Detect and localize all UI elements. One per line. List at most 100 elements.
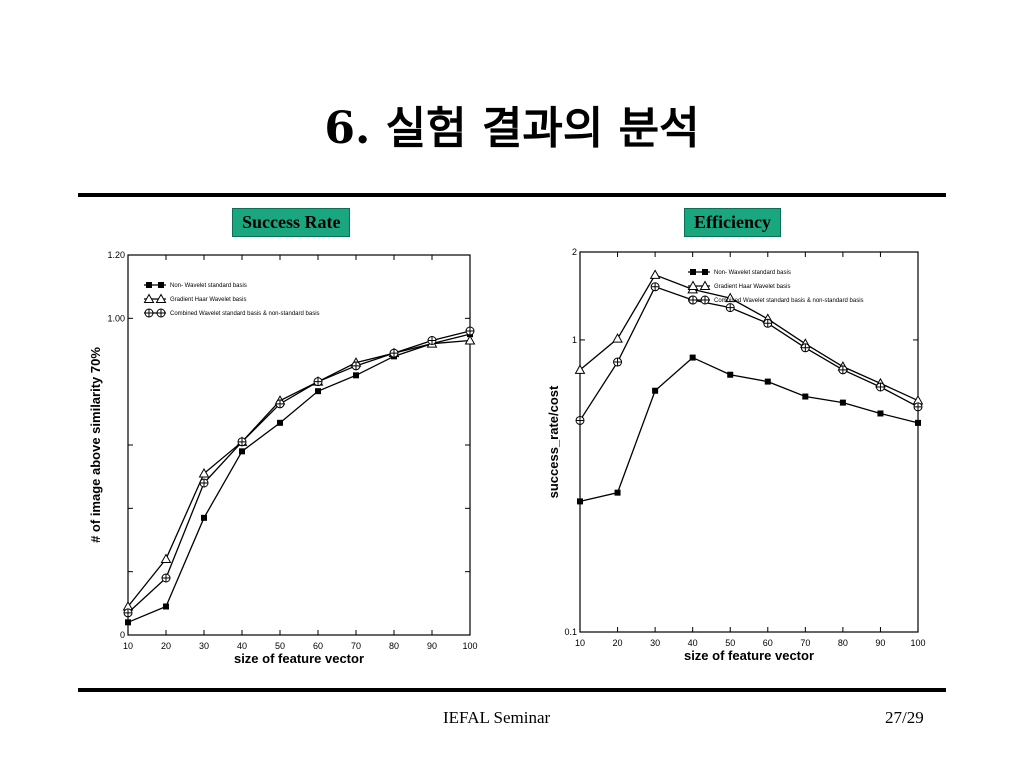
- data-point: [764, 378, 771, 385]
- data-point: [839, 399, 846, 406]
- legend-marker-cross: [145, 309, 153, 317]
- data-point: [802, 393, 809, 400]
- x-tick-label: 20: [613, 638, 623, 648]
- data-point: [198, 467, 210, 478]
- legend: Non- Wavelet standard basis Gradient Haar…: [143, 282, 320, 318]
- data-point: [612, 333, 623, 343]
- data-point: [689, 354, 696, 361]
- data-point-cross: [914, 402, 922, 411]
- data-point-cross: [314, 377, 322, 386]
- legend-marker-cross: [701, 296, 709, 304]
- efficiency-label: Efficiency: [684, 208, 781, 237]
- legend-marker: [690, 269, 696, 275]
- data-point: [649, 269, 661, 279]
- x-tick-label: 60: [313, 641, 323, 651]
- legend-entry: Gradient Haar Wavelet basis: [714, 284, 790, 290]
- bottom-divider: [78, 688, 946, 692]
- data-point: [727, 371, 734, 378]
- series-1: [577, 354, 921, 505]
- data-point-cross: [428, 336, 436, 345]
- series-3: [123, 326, 475, 618]
- data-point: [574, 364, 586, 374]
- footer-seminar: IEFAL Seminar: [443, 708, 551, 727]
- series-2: [574, 269, 924, 405]
- footer-page-number: 27/29: [885, 708, 924, 727]
- data-point: [577, 498, 583, 505]
- series-line: [579, 274, 919, 402]
- data-point: [652, 387, 659, 394]
- legend-entry: Non- Wavelet standard basis: [170, 283, 247, 289]
- data-point-cross: [726, 303, 735, 312]
- data-point: [201, 514, 207, 521]
- top-divider: [78, 193, 946, 197]
- legend-marker-cross: [157, 309, 165, 317]
- data-point: [160, 553, 172, 563]
- legend-marker: [699, 280, 711, 290]
- x-axis-label: size of feature vector: [234, 651, 364, 666]
- data-point-cross: [390, 349, 398, 358]
- data-point: [277, 419, 283, 426]
- x-tick-label: 70: [351, 641, 361, 651]
- data-point: [877, 410, 884, 417]
- data-point-cross: [651, 282, 660, 291]
- x-tick-label: 30: [650, 638, 660, 648]
- data-point-cross: [466, 327, 474, 335]
- data-point: [614, 489, 621, 496]
- x-tick-label: 100: [462, 641, 477, 651]
- data-point-cross: [876, 382, 885, 391]
- data-point: [353, 372, 359, 379]
- data-point-cross: [162, 574, 170, 582]
- data-point-cross: [576, 416, 584, 425]
- legend-marker: [146, 282, 152, 288]
- data-point: [915, 419, 921, 426]
- data-point: [239, 448, 245, 455]
- legend-entry: Combined Wavelet standard basis & non-st…: [170, 311, 320, 317]
- data-point: [163, 603, 169, 610]
- data-point: [315, 388, 321, 395]
- series-line: [579, 286, 919, 421]
- y-tick-label: 0.1: [564, 627, 577, 637]
- x-tick-label: 100: [910, 638, 925, 648]
- legend-marker: [155, 293, 167, 303]
- legend-entry: Combined Wavelet standard basis & non-st…: [714, 298, 864, 304]
- y-tick-label: 1.20: [107, 250, 125, 260]
- data-point-cross: [200, 479, 208, 487]
- legend-marker: [702, 269, 708, 275]
- series-1: [125, 331, 473, 626]
- series-line: [127, 330, 471, 614]
- legend-marker: [143, 293, 155, 303]
- series-line: [579, 356, 919, 503]
- x-tick-label: 90: [427, 641, 437, 651]
- data-point-cross: [276, 399, 284, 408]
- data-point-cross: [238, 437, 246, 446]
- slide-title: 6. 실험 결과의 분석: [324, 103, 700, 154]
- x-tick-label: 50: [275, 641, 285, 651]
- legend-marker-cross: [689, 296, 697, 304]
- series-2: [122, 334, 476, 611]
- y-tick-label: 2: [572, 247, 577, 257]
- data-point: [125, 619, 131, 626]
- series-line: [127, 333, 471, 623]
- x-tick-label: 40: [688, 638, 698, 648]
- y-tick-label: 1: [572, 335, 577, 345]
- legend-entry: Gradient Haar Wavelet basis: [170, 297, 246, 303]
- x-tick-label: 60: [763, 638, 773, 648]
- data-point-cross: [838, 365, 847, 374]
- y-axis-label: # of image above similarity 70%: [88, 347, 103, 543]
- y-tick-label: 1.00: [107, 313, 125, 323]
- legend-entry: Non- Wavelet standard basis: [714, 270, 791, 276]
- series-3: [575, 282, 923, 425]
- plot-frame: [579, 251, 919, 633]
- x-tick-label: 90: [875, 638, 885, 648]
- data-point: [464, 334, 476, 345]
- data-point-cross: [801, 343, 810, 352]
- x-tick-label: 30: [199, 641, 209, 651]
- data-point-cross: [124, 608, 132, 617]
- x-tick-label: 20: [161, 641, 171, 651]
- data-point-cross: [613, 358, 622, 367]
- x-tick-label: 10: [575, 638, 585, 648]
- x-axis-label: size of feature vector: [684, 648, 814, 663]
- success-rate-chart: 10 20 30 40 50 60 70 80 90 100 0 1.00 1.20 size of fe…: [88, 250, 478, 666]
- x-tick-label: 80: [389, 641, 399, 651]
- x-tick-label: 80: [838, 638, 848, 648]
